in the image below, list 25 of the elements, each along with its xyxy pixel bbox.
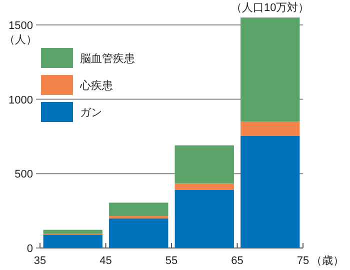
y-axis-title: （人）	[4, 34, 37, 46]
y-tick-label: 1000	[8, 94, 33, 106]
bar	[174, 190, 234, 248]
x-axis-title: （歳）	[311, 254, 344, 267]
x-tick-label: 75	[296, 255, 310, 267]
y-tick-label: 500	[14, 168, 33, 181]
x-tick-label: 65	[231, 255, 244, 267]
y-tick-label: 1500	[8, 20, 33, 32]
bar	[174, 183, 234, 190]
legend-label: 脳血管疾患	[80, 52, 135, 65]
x-tick-label: 55	[165, 255, 178, 267]
bar	[240, 136, 300, 248]
bar	[109, 218, 168, 248]
text: （人口10万対）	[231, 1, 310, 14]
legend-label: ガン	[80, 107, 102, 119]
y-tick-label: 0	[26, 243, 33, 255]
bar	[43, 230, 102, 234]
x-tick-label: 45	[100, 255, 112, 267]
legend-label: 心疾患	[79, 79, 113, 92]
bar	[240, 122, 300, 136]
bar	[174, 145, 234, 184]
bar	[43, 234, 102, 248]
bar	[109, 202, 168, 216]
x-tick-label: 35	[34, 255, 46, 267]
bar	[240, 17, 300, 122]
